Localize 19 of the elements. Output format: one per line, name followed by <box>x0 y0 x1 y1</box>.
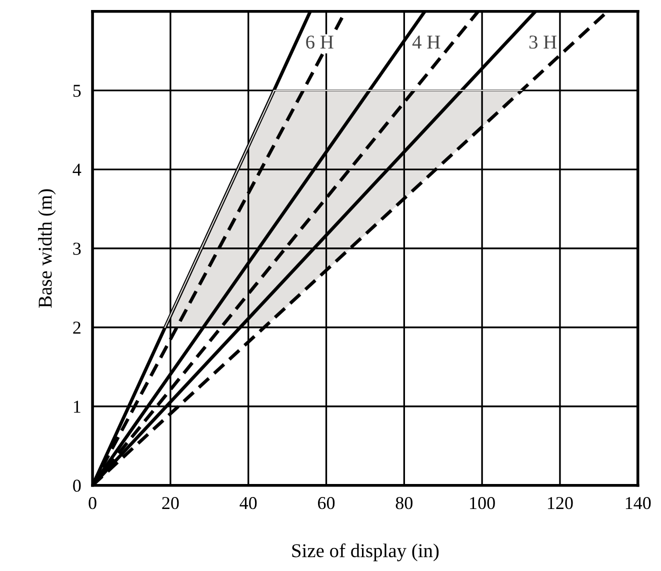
x-tick-label: 20 <box>162 496 179 510</box>
annotation: 3 H <box>529 36 557 49</box>
y-tick-label: 2 <box>73 322 80 334</box>
annotation: 4 H <box>412 36 440 48</box>
x-tick-label: 140 <box>626 496 651 510</box>
x-tick-label: 120 <box>548 496 573 510</box>
x-tick-label: 0 <box>88 496 96 510</box>
x-tick-label: 40 <box>240 496 257 510</box>
x-tick-label: 60 <box>318 496 335 510</box>
x-axis-title: Size of display (in) <box>292 543 439 562</box>
y-axis-title: Base width (m) <box>38 189 56 308</box>
y-tick-label: 5 <box>73 84 81 97</box>
y-tick-label: 1 <box>74 400 80 413</box>
x-tick-label: 80 <box>396 496 412 510</box>
annotation: 6 H <box>306 36 334 49</box>
y-tick-label: 4 <box>72 164 82 176</box>
y-tick-label: 0 <box>73 480 81 492</box>
x-tick-label: 100 <box>470 496 495 510</box>
y-tick-label: 3 <box>73 242 81 255</box>
